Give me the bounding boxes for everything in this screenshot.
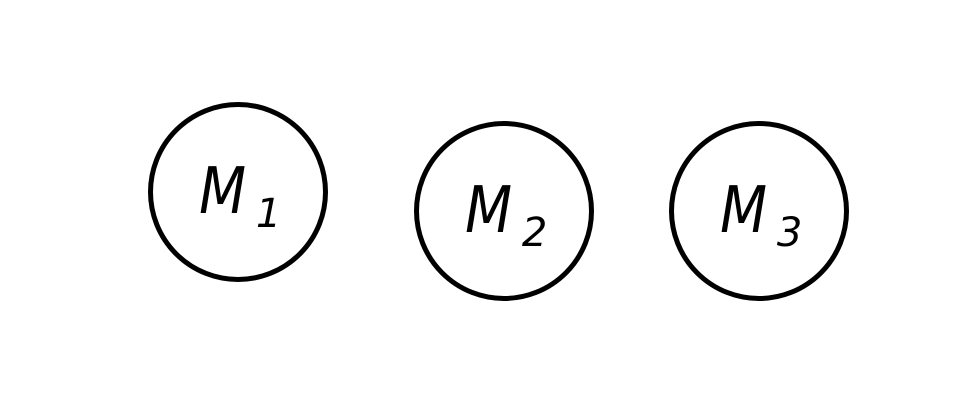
node-subscript: 2 — [521, 210, 548, 256]
node-letter: M — [198, 155, 246, 229]
node-letter: M — [464, 174, 512, 248]
node-letter: M — [719, 174, 767, 248]
node-subscript: 3 — [776, 210, 803, 256]
node-subscript: 1 — [255, 191, 282, 237]
